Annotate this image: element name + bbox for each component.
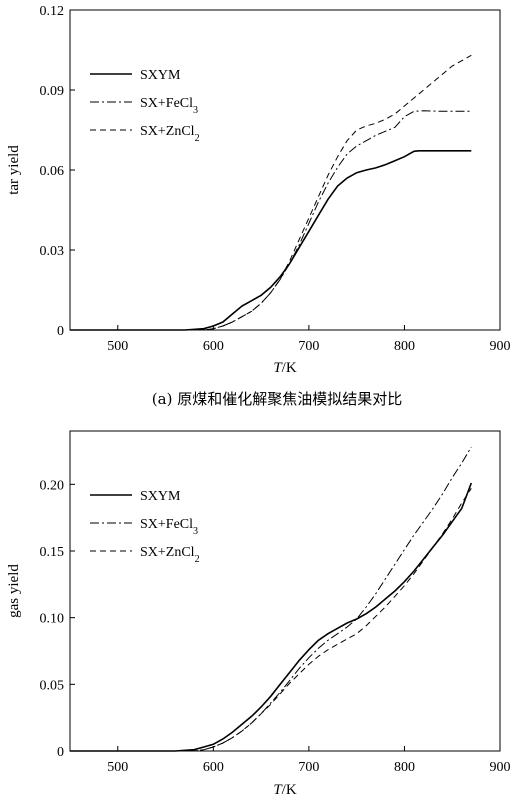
plot-frame bbox=[69, 9, 501, 331]
y-tick-label: 0.03 bbox=[40, 244, 65, 259]
legend-label: SX+ZnCl2 bbox=[140, 124, 200, 144]
x-axis-label: T/K bbox=[273, 360, 297, 376]
y-tick-label: 0.12 bbox=[40, 4, 65, 19]
series-line-2 bbox=[70, 110, 472, 331]
y-tick-label: 0.20 bbox=[40, 478, 65, 493]
y-tick-label: 0.10 bbox=[40, 612, 65, 627]
series-line-1 bbox=[70, 482, 473, 752]
y-tick-label: 0.05 bbox=[40, 678, 65, 693]
x-tick-label: 800 bbox=[394, 339, 415, 354]
legend-label: SXYM bbox=[140, 489, 181, 504]
series-line-3 bbox=[70, 54, 472, 331]
chart-caption: (a) 原煤和催化解聚焦油模拟结果对比 bbox=[152, 390, 402, 408]
y-tick-label: 0.09 bbox=[40, 84, 65, 99]
series-line-2 bbox=[70, 446, 472, 752]
y-axis-label: tar yield bbox=[6, 145, 22, 195]
x-tick-label: 500 bbox=[107, 760, 128, 775]
x-axis-label: T/K bbox=[273, 782, 297, 798]
x-tick-label: 700 bbox=[298, 760, 319, 775]
x-tick-label: 500 bbox=[107, 339, 128, 354]
series-line-1 bbox=[70, 150, 472, 331]
y-tick-label: 0 bbox=[57, 745, 64, 760]
legend-label: SX+FeCl3 bbox=[140, 517, 198, 537]
x-tick-label: 800 bbox=[394, 760, 415, 775]
x-tick-label: 900 bbox=[490, 339, 511, 354]
chart-panel-2: 500 600 700 800 900 0 0.05 0.10 0.15 0.20 T/K gas y… bbox=[6, 430, 511, 798]
series-line-3 bbox=[70, 488, 472, 752]
x-tick-label: 900 bbox=[490, 760, 511, 775]
x-tick-label: 600 bbox=[203, 339, 224, 354]
chart-panel-1: 500 600 700 800 900 0 0.03 0.06 0.09 0.12 T/K tar y… bbox=[6, 4, 511, 408]
plot-frame bbox=[69, 430, 501, 752]
y-tick-label: 0.15 bbox=[40, 545, 65, 560]
legend-label: SX+ZnCl2 bbox=[140, 545, 200, 565]
legend-label: SXYM bbox=[140, 68, 181, 83]
y-tick-label: 0.06 bbox=[40, 164, 65, 179]
y-tick-label: 0 bbox=[57, 324, 64, 339]
x-tick-label: 600 bbox=[203, 760, 224, 775]
x-tick-label: 700 bbox=[298, 339, 319, 354]
y-axis-label: gas yield bbox=[6, 564, 22, 618]
legend-label: SX+FeCl3 bbox=[140, 96, 198, 116]
